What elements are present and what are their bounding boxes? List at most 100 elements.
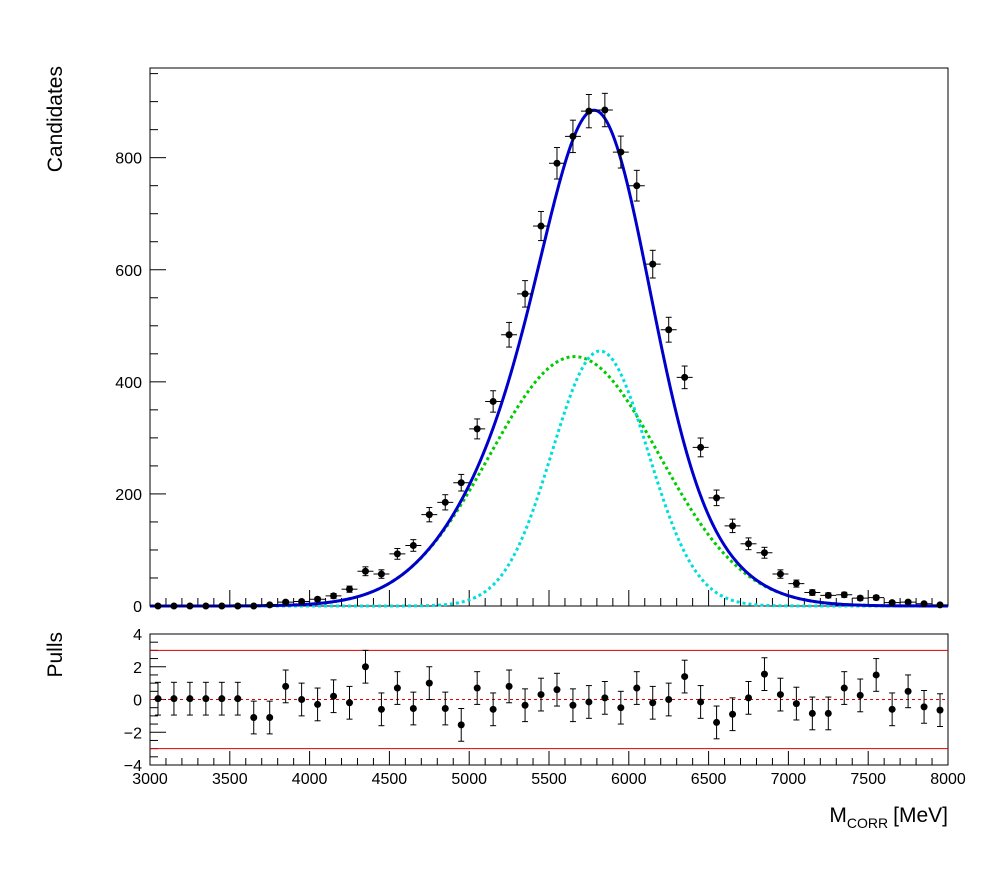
data-point-marker bbox=[377, 570, 385, 578]
pull-point-marker bbox=[521, 701, 529, 709]
fit-curves bbox=[150, 108, 949, 608]
pulls-axis-ticks bbox=[149, 633, 949, 766]
pull-point bbox=[936, 693, 944, 728]
data-point bbox=[596, 92, 613, 128]
pull-point-marker bbox=[681, 673, 689, 681]
data-point bbox=[277, 598, 294, 606]
data-point-marker bbox=[601, 106, 609, 114]
data-point bbox=[357, 566, 374, 577]
data-point-marker bbox=[521, 290, 529, 298]
data-point-marker bbox=[649, 260, 657, 268]
pull-point-marker bbox=[872, 671, 880, 679]
pulls-y-tick-label: 0 bbox=[133, 693, 142, 710]
data-point-marker bbox=[170, 602, 178, 610]
pull-point bbox=[553, 672, 561, 707]
pull-point-marker bbox=[282, 682, 290, 690]
data-point bbox=[628, 169, 645, 202]
pull-point-marker bbox=[314, 700, 322, 708]
main-y-tick-label: 800 bbox=[115, 151, 142, 168]
data-point-marker bbox=[489, 397, 497, 405]
pull-point bbox=[840, 671, 848, 705]
pull-point bbox=[377, 692, 385, 727]
pull-point bbox=[888, 692, 896, 727]
pulls-y-tick-label: −4 bbox=[124, 758, 142, 775]
data-point bbox=[389, 548, 406, 560]
x-tick-label: 8000 bbox=[930, 771, 966, 788]
pull-point bbox=[234, 681, 242, 716]
pull-point-marker bbox=[393, 684, 401, 692]
pulls-y-tick-label: 4 bbox=[133, 627, 142, 644]
data-point bbox=[836, 591, 853, 599]
data-point bbox=[261, 601, 278, 609]
pull-point bbox=[330, 679, 338, 714]
data-point bbox=[932, 601, 948, 609]
data-point bbox=[293, 598, 310, 606]
data-point bbox=[453, 473, 470, 492]
pull-point bbox=[760, 657, 768, 691]
data-point-marker bbox=[553, 159, 561, 167]
pull-point bbox=[473, 671, 481, 705]
x-axis-title-unit: [MeV] bbox=[893, 804, 948, 827]
pull-point-marker bbox=[266, 714, 274, 722]
x-tick-label: 3500 bbox=[212, 771, 248, 788]
main-y-tick-label: 400 bbox=[115, 375, 142, 392]
data-point-marker bbox=[250, 602, 258, 610]
pull-point bbox=[729, 697, 737, 732]
data-point-marker bbox=[681, 373, 689, 381]
pull-point-marker bbox=[856, 691, 864, 699]
data-point-marker bbox=[920, 600, 928, 608]
pull-point bbox=[681, 659, 689, 694]
data-point-marker bbox=[346, 585, 353, 593]
data-point-marker bbox=[409, 541, 417, 549]
pull-points bbox=[154, 649, 944, 742]
data-point bbox=[772, 569, 789, 579]
data-point-marker bbox=[856, 594, 864, 602]
data-point bbox=[517, 280, 534, 308]
data-point-marker bbox=[330, 592, 338, 600]
data-point bbox=[676, 365, 693, 390]
pull-point bbox=[713, 705, 721, 740]
data-point-marker bbox=[713, 494, 721, 502]
data-point bbox=[181, 602, 198, 610]
data-point bbox=[549, 147, 565, 180]
data-point-marker bbox=[936, 601, 944, 609]
data-point bbox=[405, 539, 422, 552]
pull-point-marker bbox=[729, 710, 737, 718]
pull-point bbox=[824, 696, 832, 731]
data-point-marker bbox=[441, 498, 449, 506]
pull-point bbox=[170, 681, 178, 716]
data-point-marker bbox=[840, 591, 848, 599]
x-tick-label: 3000 bbox=[132, 771, 168, 788]
data-point-marker bbox=[776, 570, 784, 578]
pull-point bbox=[808, 696, 816, 731]
pulls-y-axis-title: Pulls bbox=[44, 632, 67, 678]
data-point-marker bbox=[585, 107, 593, 115]
pull-point-marker bbox=[154, 695, 162, 703]
data-point-marker bbox=[457, 479, 465, 487]
data-point bbox=[708, 489, 725, 507]
main-plot-frame bbox=[149, 67, 949, 607]
data-point bbox=[612, 135, 629, 169]
pull-point-marker bbox=[617, 704, 625, 712]
main-axis-ticks bbox=[149, 73, 949, 607]
pull-point bbox=[250, 700, 258, 735]
total-fit-curve bbox=[150, 108, 949, 608]
x-tick-label: 4500 bbox=[372, 771, 408, 788]
data-point bbox=[580, 94, 597, 129]
pulls-y-tick-label: 2 bbox=[133, 660, 142, 677]
pull-point-marker bbox=[361, 663, 369, 671]
main-y-tick-label: 200 bbox=[115, 487, 142, 504]
pull-point bbox=[393, 671, 401, 705]
pull-point-marker bbox=[633, 684, 641, 692]
pull-point bbox=[649, 685, 657, 720]
main-fit-panel: 0 200 400 600 800 Candidates bbox=[44, 66, 949, 616]
pull-point-marker bbox=[888, 705, 896, 713]
pull-point-marker bbox=[808, 709, 816, 717]
pull-point-marker bbox=[250, 714, 258, 722]
pull-point bbox=[633, 671, 641, 705]
pull-point bbox=[617, 690, 625, 725]
data-point-marker bbox=[537, 222, 545, 230]
pull-point bbox=[904, 674, 912, 709]
data-point bbox=[740, 537, 757, 551]
